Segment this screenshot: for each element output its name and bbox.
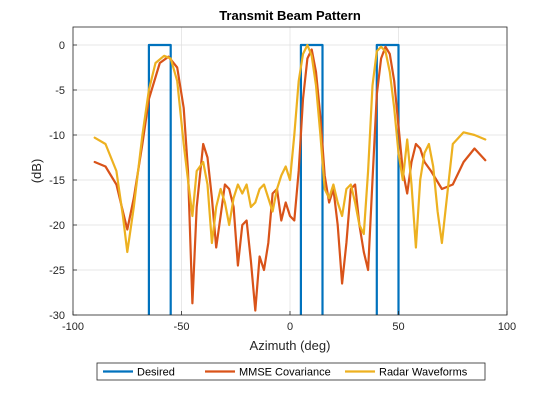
series-line-radar-waveforms xyxy=(93,43,487,254)
legend[interactable]: Desired MMSE Covariance Radar Waveforms xyxy=(96,362,486,381)
x-tick-label: 100 xyxy=(498,321,516,333)
legend-item-radar-waveforms[interactable]: Radar Waveforms xyxy=(345,367,468,379)
x-tick-label: 0 xyxy=(287,321,293,333)
y-tick-label: -20 xyxy=(49,220,65,232)
y-tick-label: -15 xyxy=(49,175,65,187)
series-line-desired xyxy=(147,43,400,315)
legend-label: MMSE Covariance xyxy=(239,367,331,379)
y-tick-label: -25 xyxy=(49,265,65,277)
x-tick-label: -50 xyxy=(174,321,190,333)
y-tick-label: -30 xyxy=(49,310,65,322)
legend-item-desired[interactable]: Desired xyxy=(103,367,175,379)
legend-items: Desired MMSE Covariance Radar Waveforms xyxy=(103,367,468,379)
y-tick-label: -10 xyxy=(49,130,65,142)
legend-box xyxy=(96,362,486,381)
legend-label: Desired xyxy=(137,367,175,379)
chart-title: Transmit Beam Pattern xyxy=(219,8,361,23)
legend-item-mmse-covariance[interactable]: MMSE Covariance xyxy=(205,367,331,379)
tick-labels: -100 -50 0 50 100 0 -5 -10 -15 -20 -25 -30 xyxy=(49,40,516,333)
series-layer xyxy=(93,43,487,315)
y-tick-label: -5 xyxy=(55,85,65,97)
x-tick-label: 50 xyxy=(392,321,404,333)
x-axis-title: Azimuth (deg) xyxy=(250,338,331,353)
y-tick-label: 0 xyxy=(59,40,65,52)
x-tick-label: -100 xyxy=(62,321,84,333)
y-axis-title: (dB) xyxy=(29,159,44,184)
legend-label: Radar Waveforms xyxy=(379,367,468,379)
